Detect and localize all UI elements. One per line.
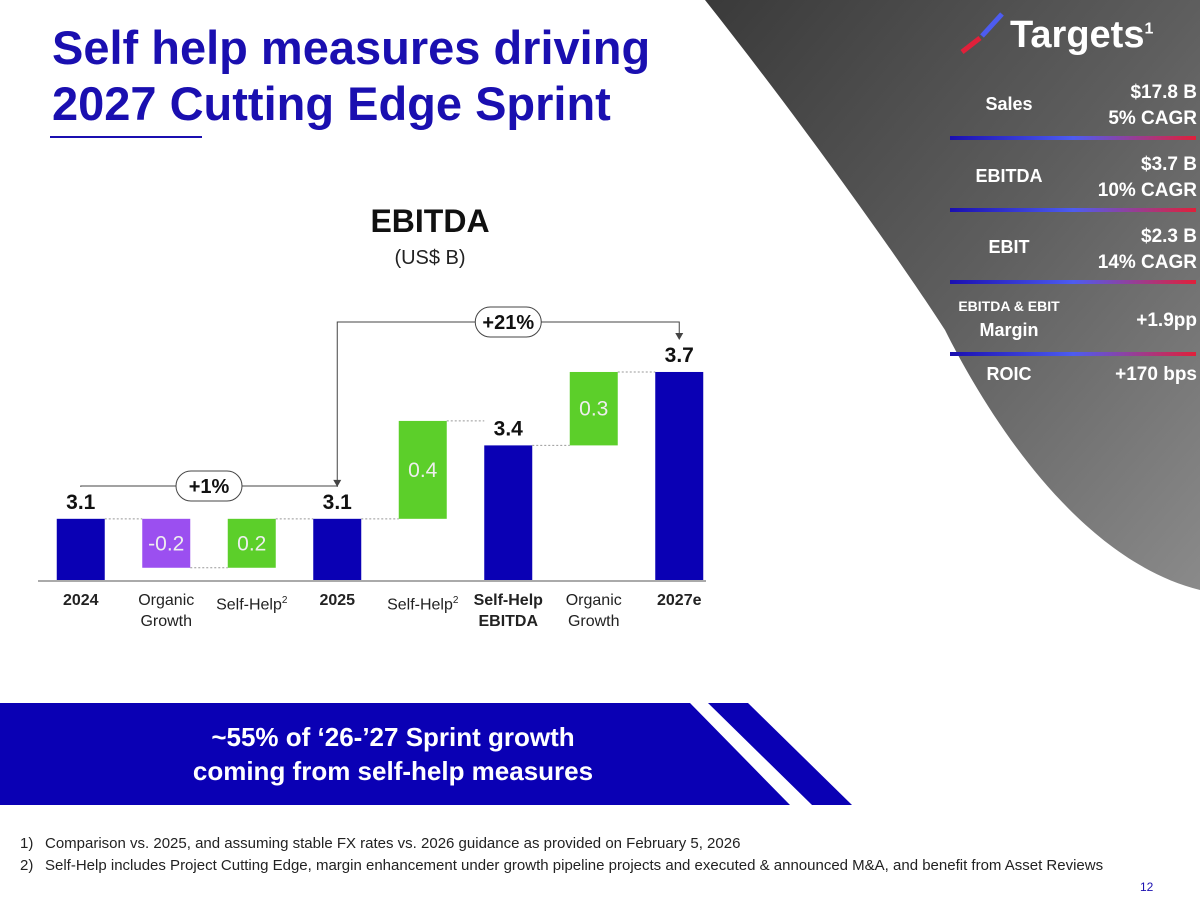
target-label: ROIC <box>986 364 1032 384</box>
separator <box>950 136 1196 140</box>
annotation: +1% <box>189 476 230 498</box>
value-label: 0.3 <box>579 398 608 421</box>
annotation-box <box>175 470 243 502</box>
banner <box>0 703 790 805</box>
target-value: 5% CAGR <box>1108 108 1197 129</box>
x-tick-label: 2027e <box>637 590 721 611</box>
value-label: 3.1 <box>66 491 96 514</box>
category-text: Self-Help <box>387 596 453 614</box>
target-label: EBITDA <box>975 166 1043 186</box>
separator <box>950 280 1196 284</box>
target-value: $3.7 B <box>1141 154 1197 175</box>
target-label: Margin <box>979 320 1039 340</box>
category-text: Self-Help <box>216 596 282 614</box>
footnote-marker: 2 <box>281 595 288 606</box>
target-value: 10% CAGR <box>1097 180 1197 201</box>
page-number: 12 <box>1140 880 1154 894</box>
category-text: 2024 <box>62 592 99 609</box>
value-label: 3.7 <box>665 344 694 367</box>
annotation-box <box>474 306 542 338</box>
footnote-number: 1) <box>20 835 34 852</box>
target-value: $2.3 B <box>1141 226 1197 247</box>
bar <box>569 371 618 446</box>
category-text: 2027e <box>657 592 702 609</box>
bar <box>484 445 533 580</box>
banner-stripe <box>708 703 852 805</box>
bar <box>313 518 362 580</box>
category-text: Organic Growth <box>138 592 195 630</box>
target-value: $17.8 B <box>1130 82 1197 103</box>
target-label: Sales <box>985 94 1033 114</box>
bar <box>227 518 276 568</box>
target-value: 14% CAGR <box>1097 252 1197 273</box>
footnote-marker: 2 <box>452 595 459 606</box>
x-tick-label: Self-Help EBITDA <box>466 590 550 632</box>
x-tick-label: Organic Growth <box>552 590 636 632</box>
annotation: +21% <box>482 312 534 334</box>
x-tick-label: Organic Growth <box>124 590 208 632</box>
target-value: +1.9pp <box>1136 310 1197 331</box>
value-label: 0.4 <box>408 459 438 482</box>
title: Self help measures driving <box>52 21 651 74</box>
bar <box>398 420 447 519</box>
separator <box>950 208 1196 212</box>
value-label: 3.1 <box>323 491 353 514</box>
arrowhead <box>675 332 684 340</box>
footnote: Comparison vs. 2025, and assuming stable… <box>45 835 741 852</box>
x-tick-label: Self-Help2 <box>381 590 465 615</box>
bar <box>655 371 704 580</box>
target-value: +170 bps <box>1115 364 1197 385</box>
bar <box>56 518 105 580</box>
logo-slash <box>960 36 982 54</box>
targets-panel <box>705 0 1200 590</box>
footnote-number: 2) <box>20 857 34 874</box>
value-label: -0.2 <box>148 532 184 555</box>
value-label: 0.2 <box>237 532 266 555</box>
title: 2027 Cutting Edge Sprint <box>52 77 611 130</box>
bar <box>142 518 191 568</box>
banner-text: coming from self-help measures <box>192 756 594 786</box>
targets-title: Targets <box>1010 14 1145 56</box>
footnote-marker: 1 <box>1144 20 1154 38</box>
chart: EBITDA (US$ B) 3.1 -0.2 0.2 3.1 0.4 3.4 0.3 3.7… <box>38 203 706 582</box>
category-text: 2025 <box>319 592 356 609</box>
category-text: Organic Growth <box>565 592 622 630</box>
target-label: EBIT <box>988 237 1030 257</box>
chart-title: EBITDA <box>370 203 489 239</box>
logo-slash <box>980 12 1004 38</box>
separator <box>950 352 1196 356</box>
targets-heading: Targets1 <box>1010 14 1153 57</box>
x-tick-label: Self-Help2 <box>210 590 294 615</box>
footnote: Self-Help includes Project Cutting Edge,… <box>45 857 1104 874</box>
chart-subtitle: (US$ B) <box>394 247 465 269</box>
category-text: Self-Help EBITDA <box>473 592 543 630</box>
value-label: 3.4 <box>494 417 524 440</box>
banner-text: ~55% of ‘26-’27 Sprint growth <box>211 722 575 752</box>
target-label: EBITDA & EBIT <box>958 298 1060 314</box>
x-tick-label: 2025 <box>295 590 379 611</box>
x-tick-label: 2024 <box>39 590 123 611</box>
